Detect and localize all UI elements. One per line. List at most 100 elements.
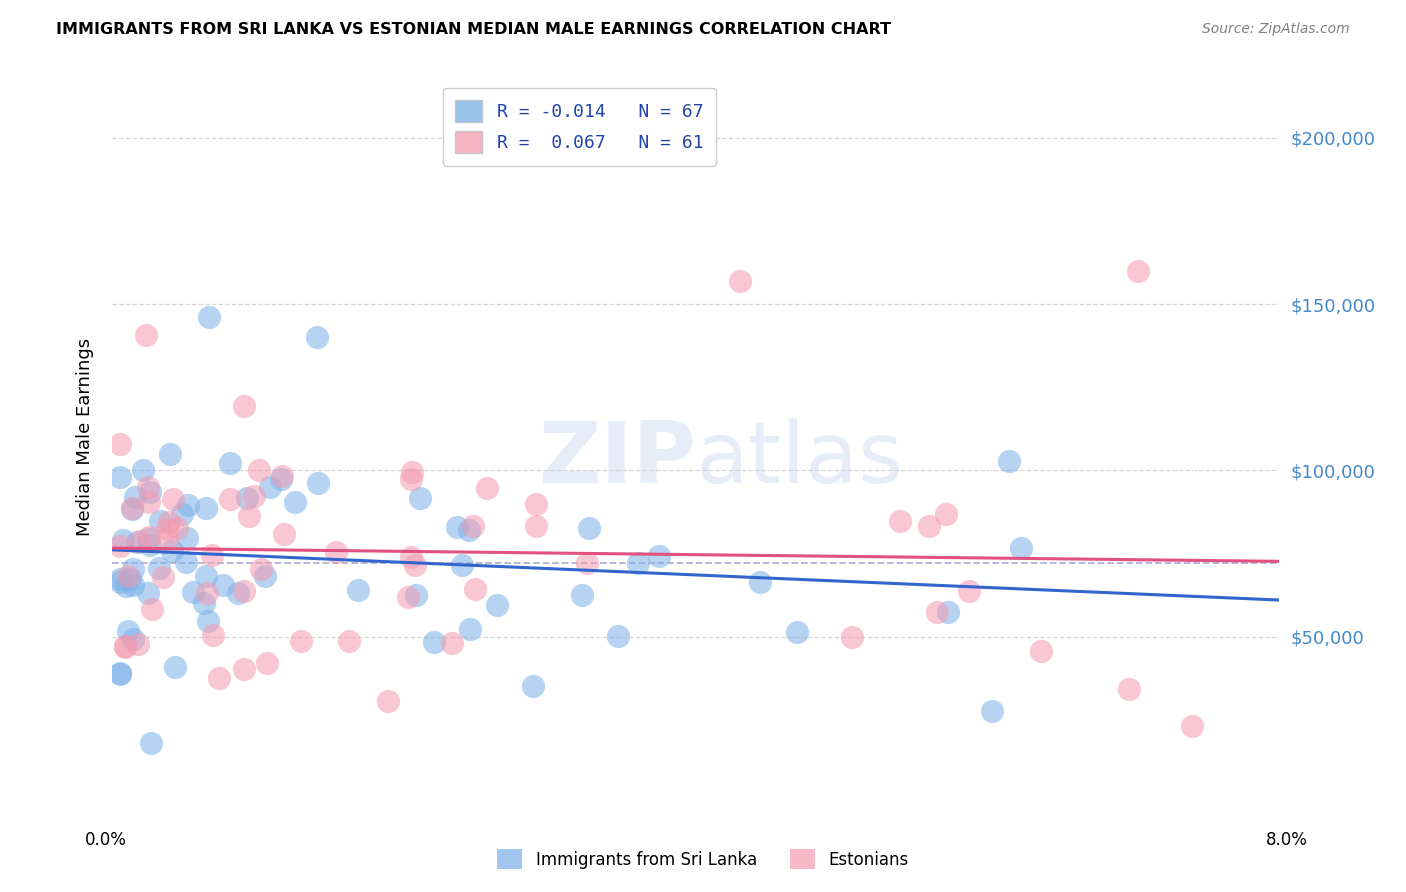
Point xyxy=(108,572,131,586)
Point xyxy=(200,548,222,562)
Point xyxy=(270,472,292,486)
Point xyxy=(127,637,149,651)
Point xyxy=(290,634,312,648)
Point xyxy=(925,605,948,619)
Point xyxy=(118,572,141,586)
Point xyxy=(1010,541,1032,555)
Point xyxy=(194,501,217,516)
Point xyxy=(728,274,751,288)
Point xyxy=(122,632,145,647)
Point xyxy=(226,586,249,600)
Point xyxy=(148,561,170,575)
Point xyxy=(524,498,547,512)
Point xyxy=(160,543,183,558)
Point xyxy=(177,498,200,512)
Point xyxy=(485,599,508,613)
Point xyxy=(117,569,139,583)
Point xyxy=(195,586,218,600)
Point xyxy=(108,666,131,681)
Point xyxy=(325,544,347,558)
Point xyxy=(138,485,160,500)
Point xyxy=(307,475,329,490)
Point xyxy=(337,633,360,648)
Point xyxy=(163,660,186,674)
Text: ZIP: ZIP xyxy=(538,417,696,500)
Point xyxy=(108,539,131,553)
Point xyxy=(195,569,218,583)
Point xyxy=(401,465,423,479)
Point xyxy=(108,575,131,590)
Point xyxy=(1031,644,1053,658)
Point xyxy=(918,518,941,533)
Point xyxy=(957,583,980,598)
Point xyxy=(132,463,155,477)
Point xyxy=(117,624,139,638)
Point xyxy=(152,570,174,584)
Point xyxy=(139,736,162,750)
Point xyxy=(198,310,221,324)
Point xyxy=(377,694,399,708)
Point xyxy=(440,636,463,650)
Point xyxy=(464,582,486,597)
Point xyxy=(247,463,270,477)
Point xyxy=(1118,682,1140,697)
Point xyxy=(571,588,593,602)
Point xyxy=(346,583,368,598)
Legend: Immigrants from Sri Lanka, Estonians: Immigrants from Sri Lanka, Estonians xyxy=(488,838,918,880)
Point xyxy=(475,481,498,495)
Point xyxy=(405,588,427,602)
Point xyxy=(273,527,295,541)
Point xyxy=(1181,719,1204,733)
Point xyxy=(121,502,143,516)
Point xyxy=(399,549,422,564)
Point xyxy=(159,447,181,461)
Point xyxy=(111,533,134,548)
Point xyxy=(889,514,911,528)
Point xyxy=(238,508,260,523)
Point xyxy=(174,555,197,569)
Point xyxy=(524,518,547,533)
Point xyxy=(576,556,599,570)
Point xyxy=(749,575,772,590)
Point xyxy=(998,454,1021,468)
Text: IMMIGRANTS FROM SRI LANKA VS ESTONIAN MEDIAN MALE EARNINGS CORRELATION CHART: IMMIGRANTS FROM SRI LANKA VS ESTONIAN ME… xyxy=(56,22,891,37)
Text: atlas: atlas xyxy=(696,417,904,500)
Point xyxy=(423,635,446,649)
Point xyxy=(578,521,600,535)
Point xyxy=(236,491,259,505)
Point xyxy=(138,538,160,552)
Point xyxy=(233,584,256,599)
Point xyxy=(122,577,145,591)
Point xyxy=(841,630,863,644)
Point xyxy=(108,437,131,451)
Point xyxy=(141,601,163,615)
Point xyxy=(162,491,184,506)
Legend: R = -0.014   N = 67, R =  0.067   N = 61: R = -0.014 N = 67, R = 0.067 N = 61 xyxy=(443,87,716,166)
Point xyxy=(259,480,281,494)
Point xyxy=(396,591,419,605)
Point xyxy=(305,330,328,344)
Point xyxy=(461,518,484,533)
Point xyxy=(135,327,157,342)
Point xyxy=(114,579,136,593)
Point xyxy=(136,585,159,599)
Point xyxy=(176,531,198,545)
Point xyxy=(125,534,148,549)
Point xyxy=(218,491,240,506)
Point xyxy=(271,469,294,483)
Point xyxy=(409,491,432,506)
Point xyxy=(193,595,215,609)
Text: 0.0%: 0.0% xyxy=(84,831,127,849)
Point xyxy=(399,472,422,486)
Point xyxy=(1128,264,1150,278)
Point xyxy=(128,533,150,548)
Point xyxy=(121,501,143,516)
Point xyxy=(980,704,1002,718)
Point xyxy=(108,470,131,484)
Text: Source: ZipAtlas.com: Source: ZipAtlas.com xyxy=(1202,22,1350,37)
Point xyxy=(156,532,179,546)
Point xyxy=(181,585,204,599)
Point xyxy=(108,665,131,680)
Point xyxy=(522,679,544,693)
Point xyxy=(233,662,256,676)
